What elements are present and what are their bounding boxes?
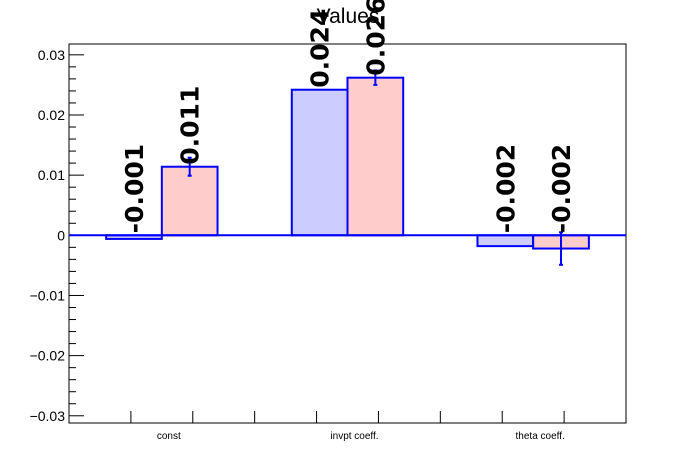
bar [160,165,219,237]
category-label: const [157,431,181,442]
value-label: -0.002 [491,144,520,233]
value-label: -0.001 [120,144,149,233]
value-label: 0.024 [306,9,335,88]
chart-title: Values [317,5,380,28]
y-tick-label: −0.01 [30,287,66,303]
plot-frame [68,43,627,424]
bar [476,234,535,248]
bars [69,76,626,250]
y-tick-label: 0.02 [38,107,65,123]
y-tick-label: 0.01 [38,167,65,183]
value-label: 0.011 [176,86,205,165]
category-label: theta coeff. [516,431,565,442]
bar [290,88,349,237]
x-axis: const invpt coeff. theta coeff. [68,411,627,442]
bar [346,76,405,237]
y-tick-label: −0.02 [30,348,66,364]
y-tick-label: 0 [57,227,65,243]
value-label: -0.002 [547,144,576,233]
category-label: invpt coeff. [330,431,378,442]
error-bars [187,69,564,266]
y-axis: −0.03 −0.02 −0.01 0 0.01 0.02 0.03 [30,47,84,424]
y-tick-label: −0.03 [30,408,66,424]
value-label: 0.026 [361,0,390,76]
value-labels: -0.001 0.024 -0.002 0.011 0.026 -0.002 [120,0,576,233]
y-tick-label: 0.03 [38,47,65,63]
